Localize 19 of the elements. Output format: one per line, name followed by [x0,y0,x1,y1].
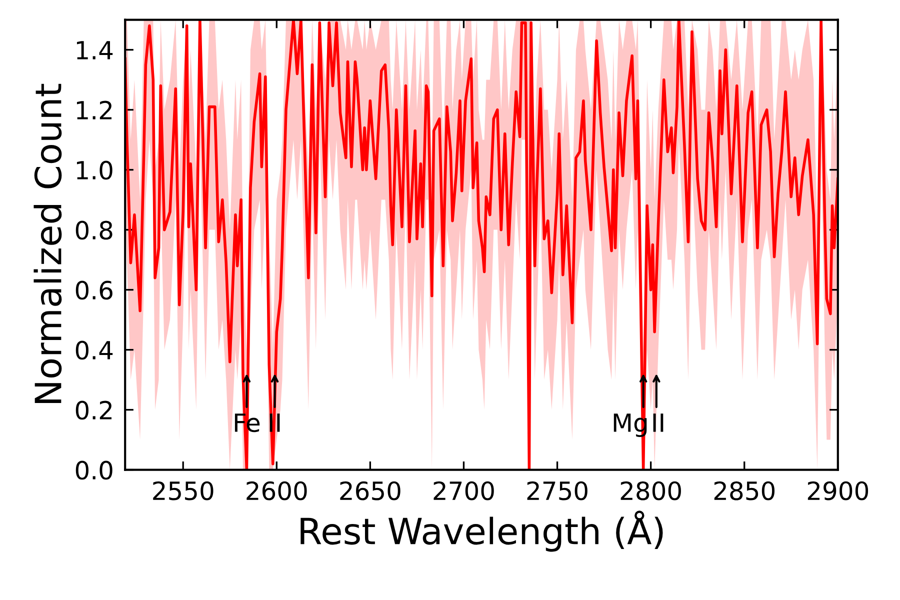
x-tick-label: 2550 [153,481,214,500]
x-tick-label: 2750 [527,481,588,500]
annotation: II [653,414,664,432]
x-tick-label: 2900 [808,481,868,500]
y-tick-label: 0.6 [76,280,112,300]
x-tick-label: 2800 [620,481,681,500]
x-tick-label: 2700 [434,481,494,500]
x-tick-label: 2650 [340,481,400,500]
y-axis-title: Normalized Count [34,84,62,404]
x-tick-label: 2600 [246,481,307,500]
y-tick-label: 0.8 [76,220,112,240]
y-tick-label: 1.2 [76,100,112,120]
y-tick-label: 1.0 [76,160,112,180]
x-axis-title: Rest Wavelength (Å) [300,510,663,552]
y-tick-label: 0.0 [76,460,112,480]
y-tick-label: 0.4 [76,340,113,360]
x-tick-label: 2850 [714,481,775,500]
y-tick-label: 1.4 [76,41,113,60]
y-tick-label: 0.2 [76,400,112,420]
